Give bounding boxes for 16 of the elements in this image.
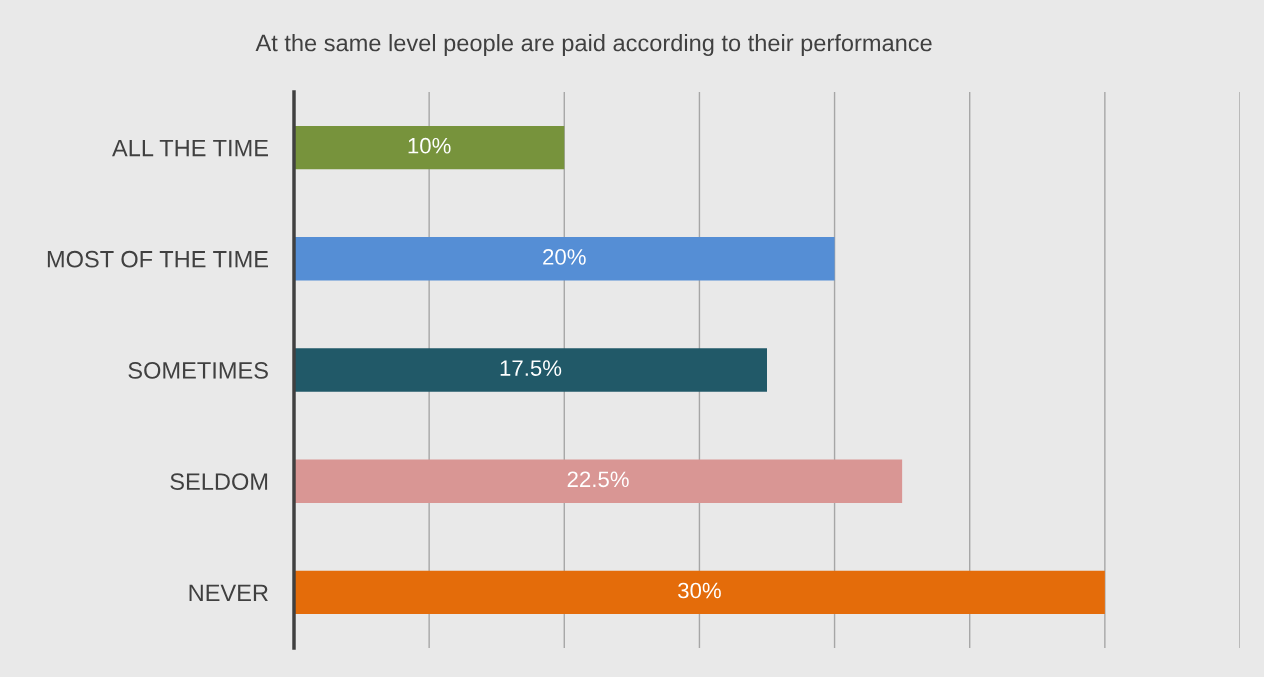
- y-tick-label: SELDOM: [170, 473, 268, 490]
- chart-title: At the same level people are paid according to their performance: [255, 34, 932, 56]
- bar: [294, 459, 903, 503]
- y-tick-label: ALL THE TIME: [112, 139, 268, 157]
- data-label: 17.5%: [500, 360, 562, 376]
- bar: [294, 348, 767, 392]
- y-tick-label: NEVER: [189, 584, 268, 601]
- data-label: 30%: [678, 582, 721, 599]
- bar: [294, 237, 835, 281]
- y-tick-label: SOMETIMES: [128, 362, 268, 379]
- data-label: 20%: [543, 249, 586, 265]
- data-label: 10%: [408, 137, 451, 154]
- bar: [294, 570, 1105, 615]
- data-label: 22.5%: [567, 471, 629, 488]
- y-tick-label: MOST OF THE TIME: [47, 250, 268, 268]
- bar: [294, 125, 565, 170]
